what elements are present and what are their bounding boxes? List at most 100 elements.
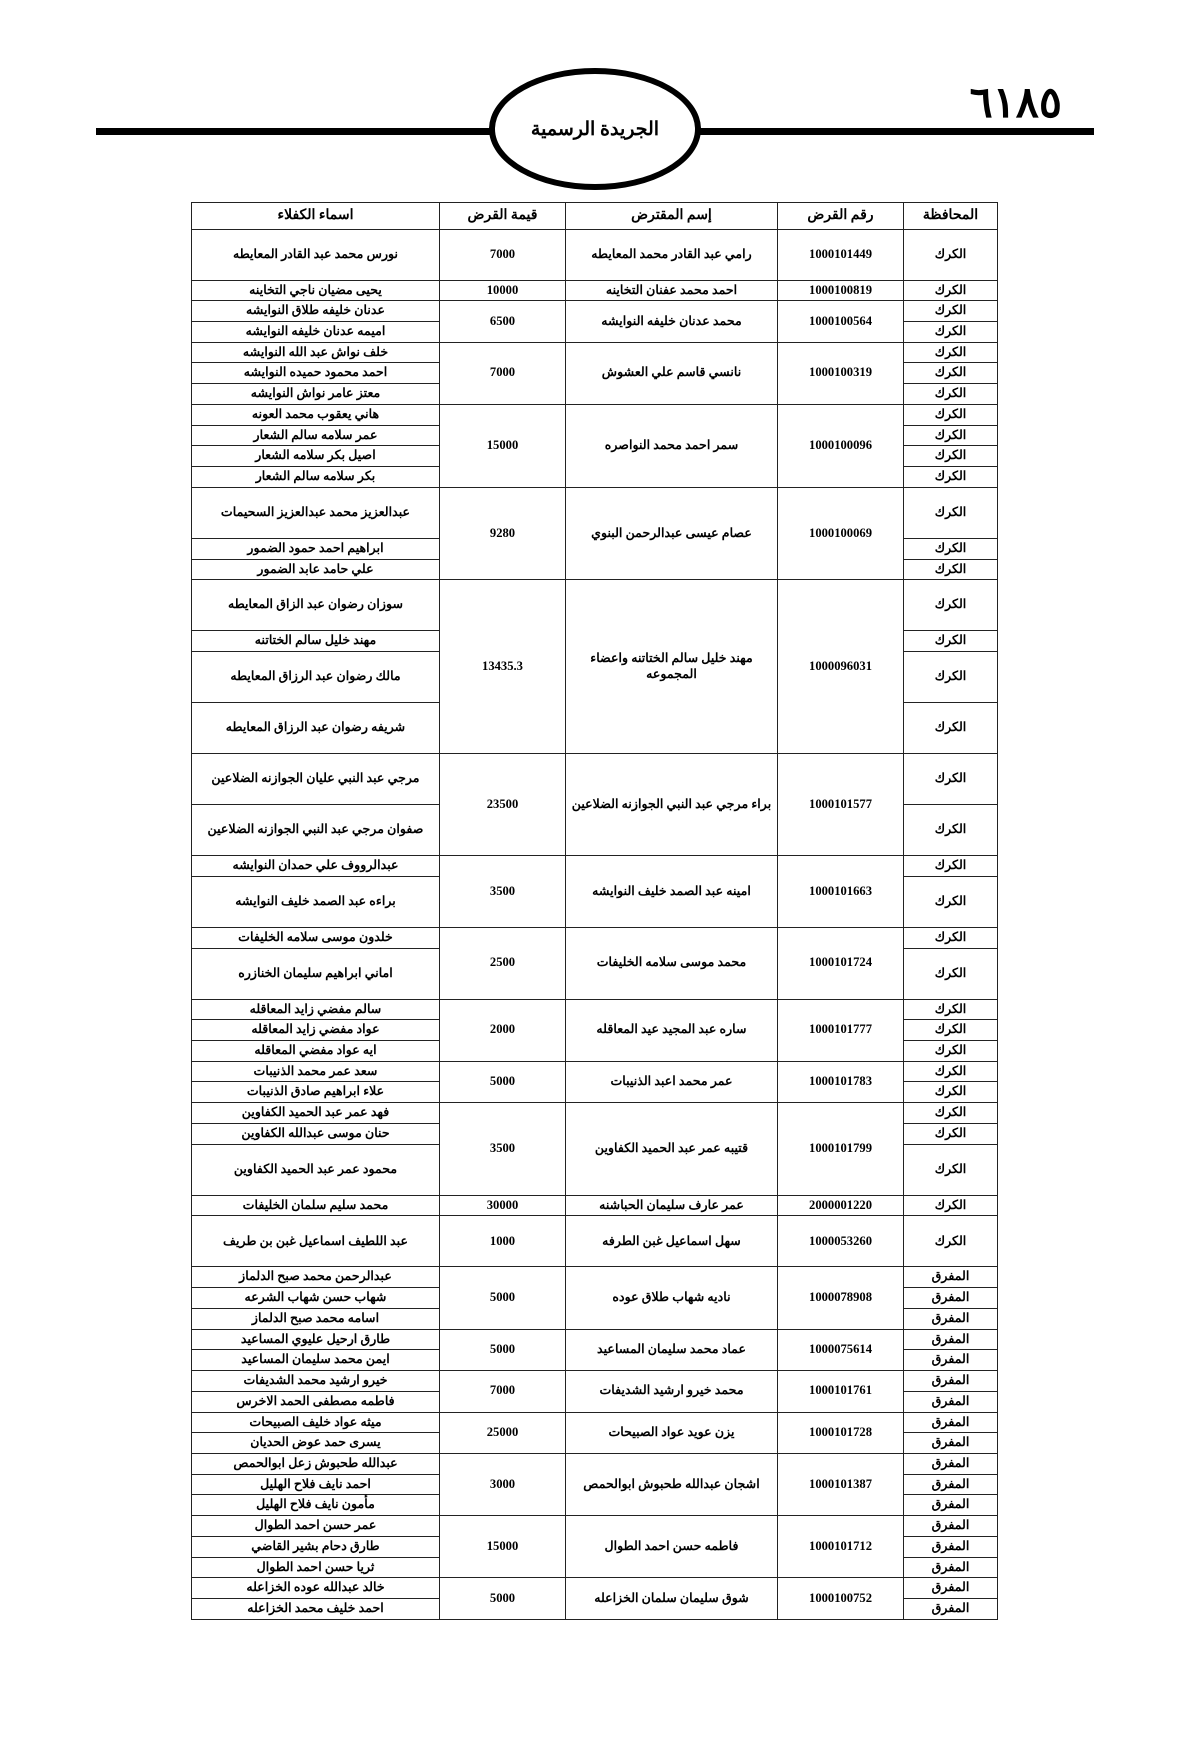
cell-governorate: الكرك [903, 279, 998, 302]
cell-borrower-name: محمد موسى سلامه الخليفات [565, 926, 778, 1000]
table-row: الكرك 1000100564 محمد عدنان خليفه النوايشه… [191, 300, 998, 343]
cell-borrower-name: عمر عارف سليمان الحباشنه [565, 1194, 778, 1217]
cell-loan-value: 2000 [439, 998, 566, 1062]
cell-guarantor-name: معتز عامر نواش النوايشه [191, 383, 440, 405]
cell-governorate: الكرك [903, 1019, 998, 1041]
cell-borrower-name: محمد عدنان خليفه النوايشه [565, 300, 778, 343]
cell-governorate: المفرق [903, 1577, 998, 1600]
table-row: الكرك 1000101783 عمر محمد اعبد الذنيبات 500… [191, 1060, 998, 1104]
cell-loan-value: 15000 [439, 403, 566, 488]
cell-borrower-name: سهل اسماعيل غبن الطرفه [565, 1215, 778, 1268]
cell-loan-number: 1000078908 [777, 1266, 904, 1330]
cell-governorate: الكرك [903, 320, 998, 343]
cell-loan-number: 1000101577 [777, 753, 904, 857]
cell-guarantor-name: عبدالله طحبوش زعل ابوالحمص [191, 1453, 440, 1475]
cell-guarantor-name: صفوان مرجي عبد النبي الجوازنه الضلاعين [191, 804, 440, 857]
page-number: ٦١٨٥ [969, 80, 1062, 127]
cell-loan-number: 1000101712 [777, 1515, 904, 1579]
table-body: الكرك 1000101449 رامي عبد القادر محمد المع… [191, 228, 998, 1620]
table-row: الكرك براءه عبد الصمد خليف النوايشه [191, 875, 998, 928]
cell-governorate: المفرق [903, 1266, 998, 1289]
cell-governorate: الكرك [903, 341, 998, 364]
cell-guarantor-name: مهند خليل سالم الختاتنه [191, 630, 440, 653]
cell-governorate: المفرق [903, 1390, 998, 1413]
cell-guarantor-name: ابراهيم احمد حمود الضمور [191, 537, 440, 560]
cell-loan-number: 1000100319 [777, 341, 904, 405]
cell-loan-number: 1000096031 [777, 579, 904, 755]
cell-governorate: المفرق [903, 1328, 998, 1351]
cell-governorate: المفرق [903, 1287, 998, 1309]
cell-borrower-name: نانسي قاسم علي العشوش [565, 341, 778, 405]
cell-guarantor-name: عمر حسن احمد الطوال [191, 1515, 440, 1537]
cell-guarantor-name: محمود عمر عبد الحميد الكفاوين [191, 1143, 440, 1196]
table-row: المفرق احمد خليف محمد الخزاعله [191, 1598, 998, 1620]
cell-governorate: الكرك [903, 875, 998, 928]
cell-governorate: المفرق [903, 1411, 998, 1434]
cell-governorate: الكرك [903, 486, 998, 539]
cell-governorate: الكرك [903, 228, 998, 281]
cell-loan-value: 30000 [439, 1194, 566, 1217]
cell-loan-value: 13435.3 [439, 579, 566, 755]
table-row: الكرك شريفه رضوان عبد الرزاق المعايطه [191, 702, 998, 755]
table-row: المفرق 1000101387 اشجان عبدالله طحبوش ابوا… [191, 1452, 998, 1517]
cell-borrower-name: سمر احمد محمد النواصره [565, 403, 778, 488]
cell-guarantor-name: خلف نواش عبد الله النوايشه [191, 341, 440, 364]
cell-borrower-name: يزن عويد عواد الصبيحات [565, 1411, 778, 1455]
cell-borrower-name: امينه عبد الصمد خليف النوايشه [565, 855, 778, 928]
table-row: الكرك 1000101724 محمد موسى سلامه الخليفات 2… [191, 926, 998, 1000]
table-row: الكرك ايه عواد مفضي المعاقله [191, 1039, 998, 1062]
table-row: الكرك صفوان مرجي عبد النبي الجوازنه الضلا… [191, 804, 998, 857]
cell-governorate: الكرك [903, 403, 998, 426]
cell-guarantor-name: شريفه رضوان عبد الرزاق المعايطه [191, 702, 440, 755]
table-row: الكرك عواد مفضي زايد المعاقله [191, 1019, 998, 1041]
cell-borrower-name: براء مرجي عبد النبي الجوازنه الضلاعين [565, 753, 778, 857]
cell-borrower-name: قتيبه عمر عبد الحميد الكفاوين [565, 1102, 778, 1196]
cell-governorate: الكرك [903, 1039, 998, 1062]
gazette-title: الجريدة الرسمية [530, 118, 660, 140]
cell-borrower-name: فاطمه حسن احمد الطوال [565, 1515, 778, 1579]
table-row: المفرق 1000101728 يزن عويد عواد الصبيحات 25… [191, 1411, 998, 1455]
cell-guarantor-name: احمد محمود حميده النوايشه [191, 362, 440, 385]
cell-guarantor-name: براءه عبد الصمد خليف النوايشه [191, 875, 440, 928]
cell-governorate: المفرق [903, 1473, 998, 1496]
table-row: الكرك معتز عامر نواش النوايشه [191, 383, 998, 405]
cell-guarantor-name: عدنان خليفه طلاق النوايشه [191, 300, 440, 322]
cell-loan-number: 1000101761 [777, 1370, 904, 1413]
cell-loan-number: 1000101663 [777, 855, 904, 928]
column-header-loan-value: قيمة القرض [439, 202, 566, 230]
table-row: الكرك 1000101449 رامي عبد القادر محمد المع… [191, 228, 998, 281]
cell-borrower-name: عصام عيسى عبدالرحمن البنوي [565, 486, 778, 581]
cell-borrower-name: مهند خليل سالم الختاتنه واعضاء المجموعه [565, 579, 778, 755]
table-header-row: المحافظة رقم القرض إسم المقترض قيمة القر… [191, 202, 998, 230]
cell-governorate: الكرك [903, 579, 998, 632]
cell-borrower-name: عمر محمد اعبد الذنيبات [565, 1060, 778, 1104]
table-row: الكرك 1000100069 عصام عيسى عبدالرحمن البنو… [191, 486, 998, 581]
cell-governorate: الكرك [903, 383, 998, 405]
cell-loan-value: 25000 [439, 1411, 566, 1455]
cell-governorate: المفرق [903, 1349, 998, 1372]
cell-guarantor-name: علاء ابراهيم صادق الذنيبات [191, 1081, 440, 1104]
cell-governorate: الكرك [903, 1215, 998, 1268]
cell-governorate: الكرك [903, 651, 998, 704]
table-row: الكرك 1000100096 سمر احمد محمد النواصره 150… [191, 403, 998, 488]
column-header-borrower-name: إسم المقترض [565, 202, 778, 230]
cell-guarantor-name: شهاب حسن شهاب الشرعه [191, 1287, 440, 1309]
cell-borrower-name: محمد خيرو ارشيد الشديفات [565, 1370, 778, 1413]
cell-borrower-name: احمد محمد عفنان التخاينه [565, 279, 778, 302]
cell-governorate: الكرك [903, 537, 998, 560]
cell-loan-number: 1000100096 [777, 403, 904, 488]
cell-guarantor-name: خالد عبدالله عوده الخزاعله [191, 1577, 440, 1600]
cell-guarantor-name: خيرو ارشيد محمد الشديفات [191, 1370, 440, 1392]
cell-governorate: الكرك [903, 1122, 998, 1145]
cell-guarantor-name: طارق ارحيل عليوي المساعيد [191, 1328, 440, 1351]
table-row: الكرك علي حامد عابد الضمور [191, 558, 998, 581]
cell-borrower-name: رامي عبد القادر محمد المعايطه [565, 228, 778, 281]
cell-loan-value: 3500 [439, 855, 566, 928]
loans-table: المحافظة رقم القرض إسم المقترض قيمة القر… [191, 202, 998, 1620]
cell-loan-value: 3000 [439, 1452, 566, 1517]
cell-guarantor-name: ايه عواد مفضي المعاقله [191, 1039, 440, 1062]
table-row: الكرك 1000101799 قتيبه عمر عبد الحميد الكف… [191, 1102, 998, 1196]
table-row: المفرق 1000075614 عماد محمد سليمان المساعي… [191, 1328, 998, 1372]
cell-guarantor-name: هاني يعقوب محمد العونه [191, 403, 440, 426]
cell-borrower-name: اشجان عبدالله طحبوش ابوالحمص [565, 1452, 778, 1517]
